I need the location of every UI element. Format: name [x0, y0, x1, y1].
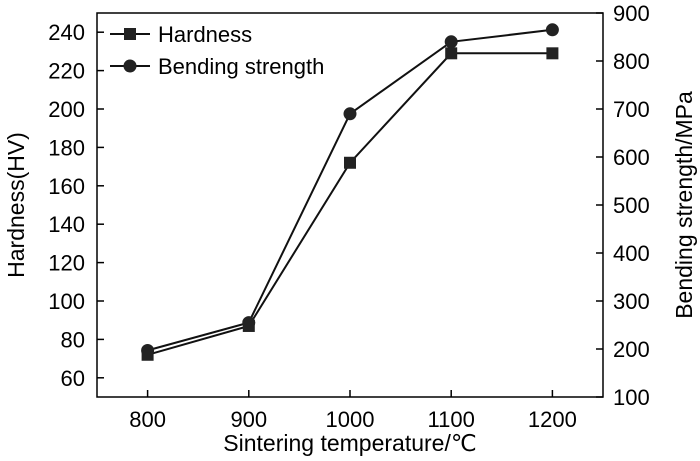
- y-left-tick-label: 160: [48, 174, 85, 199]
- y-left-tick-label: 180: [48, 135, 85, 160]
- y-left-tick-label: 120: [48, 251, 85, 276]
- data-point-square: [445, 47, 458, 60]
- y-left-tick-label: 80: [61, 327, 85, 352]
- y-right-tick-label: 400: [613, 241, 650, 266]
- legend-label: Hardness: [158, 22, 252, 47]
- data-point-square: [546, 47, 559, 60]
- y-right-tick-label: 800: [613, 49, 650, 74]
- data-point-circle: [444, 35, 458, 49]
- y-left-tick-label: 220: [48, 59, 85, 84]
- chart-axes: 800 900 1000 1100 1200 60 80 100 120 140 160 180 200…: [3, 1, 697, 456]
- data-point-circle: [242, 316, 256, 330]
- y-right-tick-label: 500: [613, 193, 650, 218]
- legend-marker-square: [124, 28, 136, 40]
- legend-marker-circle: [123, 59, 137, 73]
- x-tick-label: 1200: [528, 407, 577, 432]
- y-right-tick-label: 900: [613, 1, 650, 26]
- chart-legend: Hardness Bending strength: [110, 22, 324, 79]
- x-tick-label: 900: [230, 407, 267, 432]
- y-right-axis-title: Bending strength/MPa: [671, 91, 697, 319]
- x-tick-label: 1000: [326, 407, 375, 432]
- data-point-circle: [141, 343, 155, 357]
- y-right-tick-label: 700: [613, 97, 650, 122]
- x-axis-title: Sintering temperature/℃: [223, 430, 476, 456]
- y-right-tick-label: 600: [613, 145, 650, 170]
- y-left-tick-label: 200: [48, 97, 85, 122]
- y-left-tick-label: 240: [48, 20, 85, 45]
- y-right-tick-label: 100: [613, 385, 650, 410]
- y-left-axis-title: Hardness(HV): [3, 132, 29, 278]
- x-tick-label: 1100: [428, 407, 475, 432]
- y-right-tick-label: 200: [613, 337, 650, 362]
- y-left-tick-label: 60: [61, 366, 85, 391]
- data-point-circle: [343, 107, 357, 121]
- legend-label: Bending strength: [158, 54, 324, 79]
- y-left-tick-label: 100: [48, 289, 85, 314]
- data-point-square: [344, 156, 356, 169]
- series-line-square: [147, 52, 553, 356]
- data-point-circle: [545, 23, 559, 37]
- x-tick-label: 800: [129, 407, 166, 432]
- y-left-tick-label: 140: [48, 212, 85, 237]
- y-right-tick-label: 300: [613, 289, 650, 314]
- chart-series: [141, 23, 559, 361]
